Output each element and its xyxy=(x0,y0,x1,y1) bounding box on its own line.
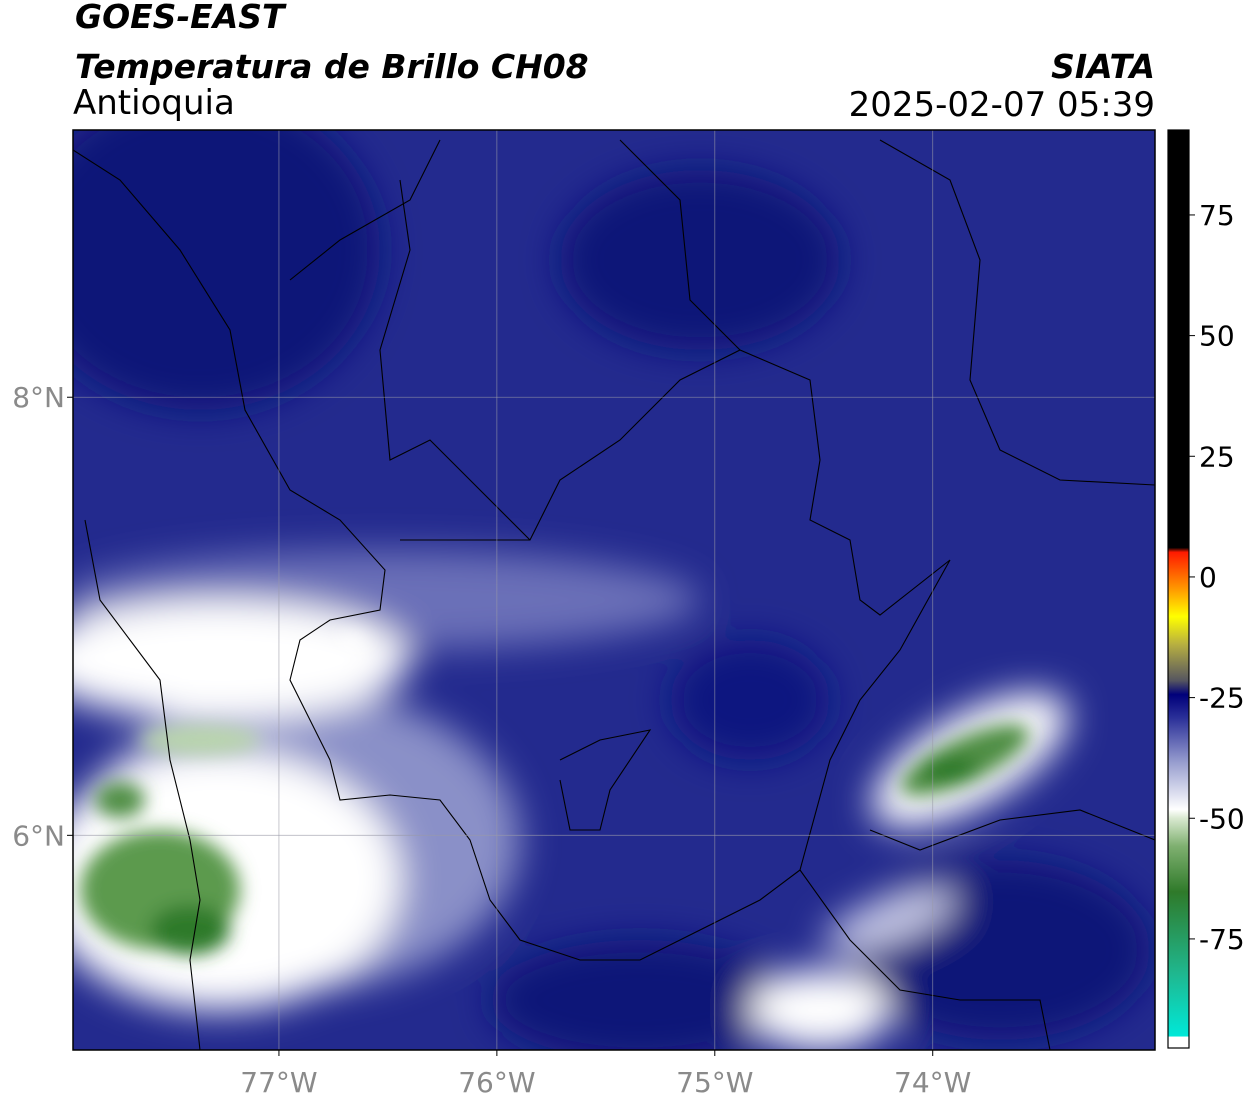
graticule: 77°W 76°W 75°W 74°W 8°N 6°N xyxy=(12,130,1155,1099)
datetime: 2025-02-07 05:39 xyxy=(849,85,1155,125)
lon-tick-label: 77°W xyxy=(240,1066,317,1099)
colorbar-tick-label: -50 xyxy=(1199,802,1245,835)
lon-tick-label: 76°W xyxy=(458,1066,535,1099)
region: Antioquia xyxy=(73,83,235,123)
lon-tick-label: 75°W xyxy=(676,1066,753,1099)
subtitle: Temperatura de Brillo CH08 xyxy=(75,47,589,86)
title: GOES-EAST xyxy=(75,0,287,36)
colorbar-ticks: 75 50 25 0 -25 -50 -75 xyxy=(1189,199,1245,956)
colorbar-tick-label: 25 xyxy=(1199,440,1235,473)
lon-tick-label: 74°W xyxy=(894,1066,971,1099)
map-frame xyxy=(72,129,1156,1051)
colorbar-tick-label: 75 xyxy=(1199,199,1235,232)
lat-tick-label: 6°N xyxy=(12,819,65,852)
colorbar-tick-label: -25 xyxy=(1199,682,1245,715)
colorbar-tick-label: -75 xyxy=(1199,923,1245,956)
colorbar-tick-label: 50 xyxy=(1199,320,1235,353)
source: SIATA xyxy=(1051,47,1155,86)
colorbar-tick-label: 0 xyxy=(1199,561,1217,594)
satellite-image xyxy=(73,130,1155,1050)
colorbar xyxy=(1167,129,1190,1049)
lat-tick-label: 8°N xyxy=(12,381,65,414)
